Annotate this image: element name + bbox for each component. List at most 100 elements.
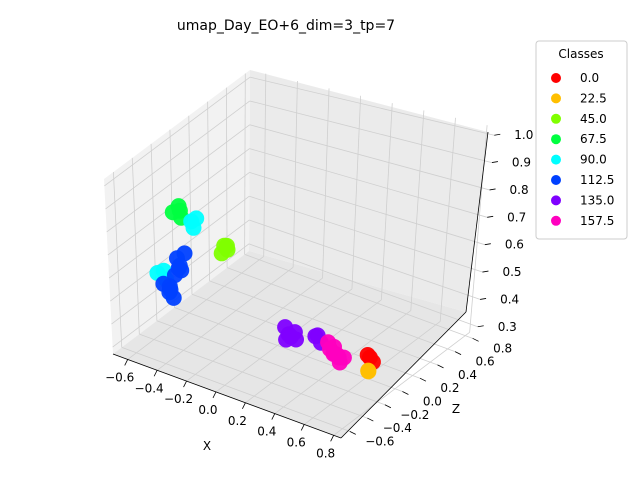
- z-tick: [482, 270, 489, 273]
- z-tick-label: 0.4: [500, 292, 519, 306]
- x-gridline-floor: [333, 331, 470, 436]
- x-tick: [212, 391, 217, 399]
- x-tick: [330, 435, 335, 442]
- y-tick-label: −0.6: [365, 434, 394, 448]
- z-tick-label: 0.3: [498, 320, 517, 334]
- x-tick: [183, 380, 187, 388]
- scatter-point: [288, 331, 304, 348]
- y-gridline-floor: [191, 293, 421, 379]
- z-gridline-back: [249, 148, 488, 218]
- z-tick-label: 0.6: [505, 238, 524, 252]
- z-tick: [480, 298, 487, 300]
- x-gridline-back: [263, 73, 267, 257]
- x-tick: [242, 402, 246, 409]
- y-gridline-left: [113, 171, 123, 348]
- legend-label: 22.5: [580, 91, 607, 105]
- y-gridline-floor: [226, 267, 456, 352]
- legend-marker: [551, 93, 561, 104]
- z-gridline-back: [249, 219, 481, 300]
- y-axis-line: [340, 311, 467, 439]
- x-gridline-back: [380, 103, 393, 300]
- legend-label: 112.5: [580, 173, 614, 187]
- x-axis-label: X: [203, 439, 211, 453]
- z-tick-label: 0.9: [512, 156, 531, 170]
- z-axis-label: Z: [452, 402, 460, 416]
- y-gridline-left: [188, 115, 193, 295]
- scatter-point: [360, 363, 377, 380]
- x-tick-label: 0.0: [198, 403, 217, 417]
- axes-grid: [104, 73, 495, 436]
- legend-marker: [551, 113, 561, 124]
- x-gridline-back: [439, 117, 456, 322]
- y-gridline-floor: [139, 333, 368, 419]
- x-gridline-back: [322, 88, 330, 279]
- x-tick: [153, 370, 158, 377]
- legend-label: 0.0: [580, 71, 599, 85]
- z-gridline-back: [249, 195, 483, 273]
- legend-marker: [551, 175, 561, 185]
- x-gridline-floor: [245, 299, 382, 404]
- y-tick-label: 0.6: [476, 355, 495, 369]
- y-tick-label: 0.0: [423, 394, 442, 408]
- x-gridline-floor: [127, 256, 264, 360]
- y-tick: [419, 377, 427, 382]
- y-tick-label: 0.8: [493, 341, 512, 355]
- z-gridline-back: [249, 124, 490, 191]
- legend-label: 67.5: [580, 132, 607, 146]
- y-gridline-floor: [244, 253, 473, 339]
- z-gridline-left: [104, 76, 251, 187]
- legend-label: 135.0: [580, 193, 614, 207]
- x-gridline-back: [410, 110, 425, 311]
- data-points: [149, 198, 381, 380]
- z-gridline-left: [106, 124, 250, 233]
- z-tick-label: 0.7: [507, 210, 526, 224]
- z-tick: [494, 133, 501, 136]
- chart-title: umap_Day_EO+6_dim=3_tp=7: [177, 18, 395, 34]
- z-tick-label: 1.0: [514, 128, 533, 142]
- y-tick: [402, 391, 409, 395]
- y-tick-label: −0.2: [400, 408, 429, 422]
- z-tick-label: 0.8: [510, 183, 529, 197]
- tick-labels: −0.6−0.4−0.20.00.20.40.60.8−0.6−0.4−0.20…: [105, 128, 533, 460]
- back-pane: [249, 70, 488, 312]
- y-tick: [349, 430, 356, 435]
- z-tick-label: 0.5: [502, 265, 521, 279]
- y-gridline-left: [226, 87, 228, 268]
- legend-marker: [551, 195, 561, 206]
- x-tick: [300, 424, 305, 431]
- y-gridline-left: [131, 157, 140, 335]
- z-tick: [477, 325, 484, 328]
- x-tick-label: −0.6: [105, 370, 134, 384]
- x-tick-label: −0.2: [164, 392, 193, 406]
- scatter-point: [359, 347, 376, 363]
- legend-label: 90.0: [580, 153, 607, 167]
- scatter-point: [173, 262, 190, 279]
- y-gridline-left: [207, 101, 210, 281]
- x-gridline-back: [469, 125, 488, 333]
- scatter-point: [169, 250, 185, 267]
- y-tick: [437, 364, 444, 369]
- y-gridline-floor: [121, 346, 350, 432]
- legend-marker: [551, 134, 561, 145]
- y-tick-label: −0.4: [383, 421, 412, 435]
- z-tick: [487, 215, 494, 218]
- y-tick: [384, 404, 392, 409]
- x-tick-label: 0.6: [287, 435, 306, 449]
- x-gridline-back: [351, 95, 362, 289]
- legend-marker: [551, 154, 561, 165]
- y-tick: [367, 417, 374, 422]
- x-tick-label: −0.4: [135, 381, 164, 395]
- scatter-point: [183, 213, 200, 230]
- y-tick: [454, 351, 462, 355]
- x-tick-label: 0.2: [228, 414, 247, 428]
- x-gridline-floor: [156, 266, 294, 371]
- x-tick: [271, 413, 276, 420]
- scatter-point: [161, 278, 178, 295]
- z-axis-line: [465, 131, 489, 313]
- legend-label: 157.5: [580, 214, 614, 228]
- y-gridline-left: [150, 143, 158, 321]
- z-gridline-back: [249, 100, 493, 163]
- z-tick: [484, 243, 491, 246]
- z-tick: [489, 188, 496, 191]
